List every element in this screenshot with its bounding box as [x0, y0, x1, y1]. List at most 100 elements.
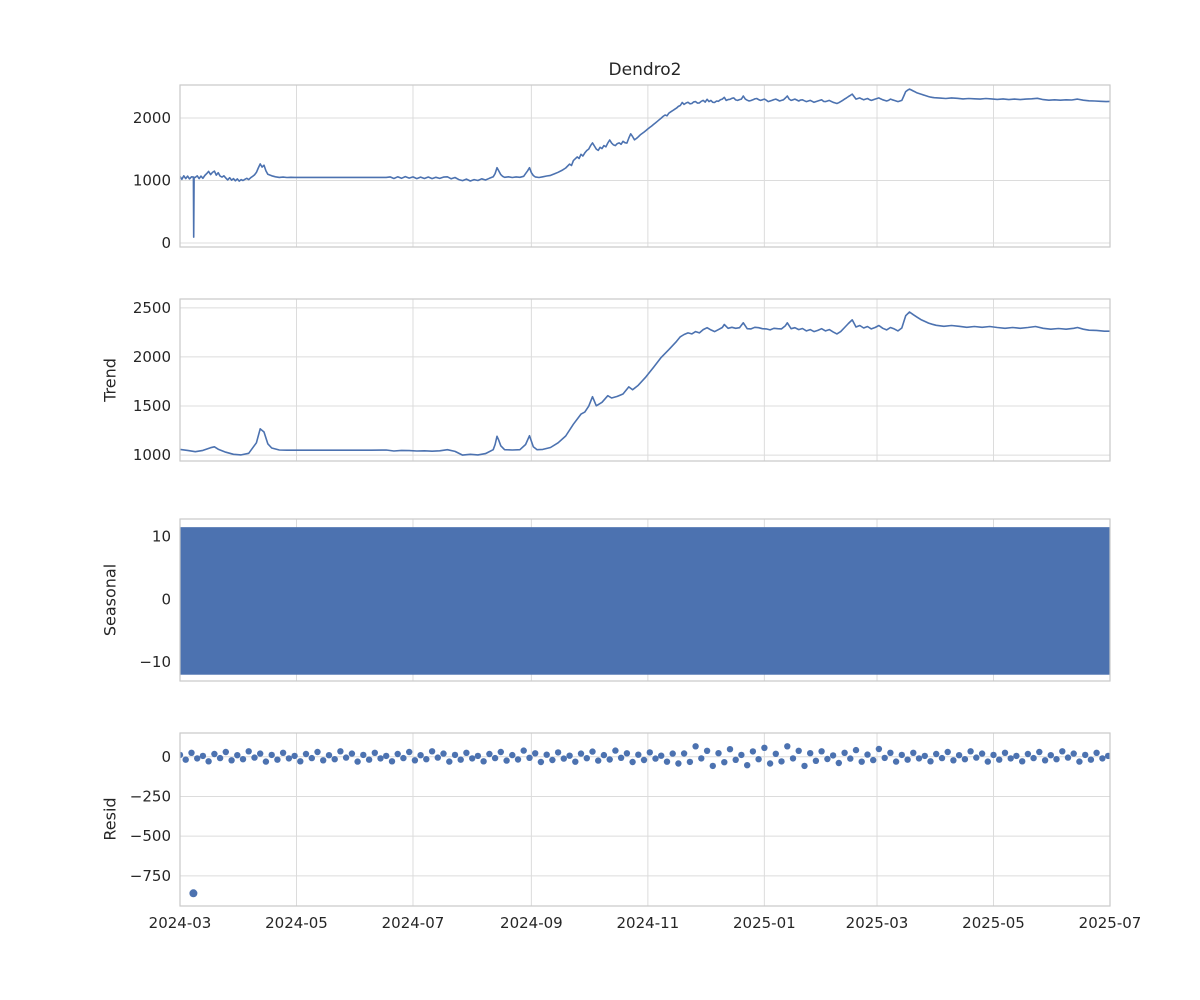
resid-point: [755, 756, 762, 763]
grid-observed: [179, 85, 1111, 247]
resid-point: [652, 755, 659, 762]
resid-point: [744, 762, 751, 769]
ytick-label: −10: [139, 653, 171, 671]
resid-point: [778, 758, 785, 765]
resid-point: [640, 756, 648, 764]
series-seasonal: [180, 527, 1110, 675]
resid-point: [617, 754, 625, 761]
resid-point: [543, 751, 550, 758]
resid-point: [606, 756, 613, 763]
resid-point: [497, 748, 504, 756]
resid-point: [721, 759, 728, 766]
resid-point: [406, 748, 413, 756]
ytick-label: 1000: [133, 446, 171, 464]
resid-point: [841, 749, 848, 756]
resid-point: [984, 758, 991, 765]
resid-point: [927, 758, 934, 765]
ytick-label: −500: [130, 827, 171, 845]
resid-point: [766, 760, 774, 767]
resid-point: [812, 757, 820, 764]
resid-point: [474, 752, 482, 760]
resid-point: [703, 747, 711, 754]
resid-point: [234, 752, 241, 759]
resid-point: [1001, 749, 1009, 756]
resid-point: [325, 752, 333, 759]
resid-point: [600, 751, 608, 759]
resid-point: [446, 758, 453, 765]
resid-point: [881, 754, 888, 762]
resid-point: [560, 755, 567, 762]
resid-point: [686, 758, 694, 766]
resid-point: [1064, 754, 1072, 761]
resid-point: [973, 754, 980, 761]
resid-point: [503, 757, 510, 764]
resid-point: [532, 750, 539, 757]
resid-point: [423, 756, 430, 763]
resid-point: [680, 750, 688, 757]
resid-point: [807, 750, 814, 757]
resid-point: [589, 748, 596, 755]
resid-point: [898, 751, 905, 759]
resid-point: [457, 756, 464, 763]
xtick-label: 2025-05: [962, 914, 1025, 932]
resid-point: [279, 749, 287, 756]
resid-point: [1053, 756, 1060, 763]
ytick-label: −250: [130, 787, 171, 805]
resid-point: [463, 749, 470, 756]
resid-point: [216, 754, 224, 762]
resid-point: [829, 752, 837, 759]
resid-point: [520, 747, 527, 754]
resid-point: [910, 749, 917, 756]
resid-point: [818, 748, 825, 755]
resid-point: [749, 748, 757, 755]
seasonal-band: [180, 527, 1110, 675]
resid-point: [314, 748, 321, 756]
resid-point: [320, 757, 327, 764]
resid-point: [1070, 750, 1077, 757]
resid-point: [629, 758, 636, 766]
resid-point: [1093, 749, 1100, 756]
resid-point: [858, 758, 865, 765]
resid-point: [257, 750, 264, 757]
resid-point: [1007, 755, 1014, 762]
resid-point: [180, 751, 184, 759]
resid-point: [1099, 755, 1106, 762]
ytick-label: −750: [130, 867, 171, 885]
resid-point: [870, 756, 877, 764]
resid-point: [1024, 750, 1032, 758]
resid-point: [348, 750, 356, 757]
resid-point: [1087, 756, 1095, 763]
xtick-label: 2025-03: [846, 914, 909, 932]
ytick-label: 0: [161, 748, 171, 766]
resid-point: [526, 754, 533, 761]
resid-point: [761, 744, 768, 751]
resid-point: [509, 751, 516, 759]
resid-point: [967, 748, 974, 755]
resid-point: [194, 755, 201, 762]
resid-point: [182, 756, 189, 763]
resid-point: [921, 752, 928, 760]
resid-point: [955, 752, 963, 759]
resid-point: [342, 754, 350, 761]
xtick-label: 2025-07: [1079, 914, 1142, 932]
resid-point: [486, 750, 493, 758]
resid-point: [514, 756, 522, 763]
ytick-label: 1500: [133, 397, 171, 415]
resid-point: [623, 750, 631, 757]
resid-point: [205, 758, 212, 765]
resid-point: [222, 748, 229, 756]
ytick-label: 2000: [133, 109, 171, 127]
xtick-label: 2025-01: [733, 914, 796, 932]
resid-point: [302, 750, 310, 758]
resid-point: [709, 762, 716, 770]
resid-point: [285, 755, 293, 762]
ytick-label: 10: [152, 528, 171, 546]
resid-point: [990, 751, 997, 759]
resid-point: [698, 755, 705, 762]
resid-point: [262, 758, 270, 765]
series-resid: [180, 743, 1110, 898]
resid-point: [331, 756, 338, 763]
series-trend: [180, 311, 1110, 456]
